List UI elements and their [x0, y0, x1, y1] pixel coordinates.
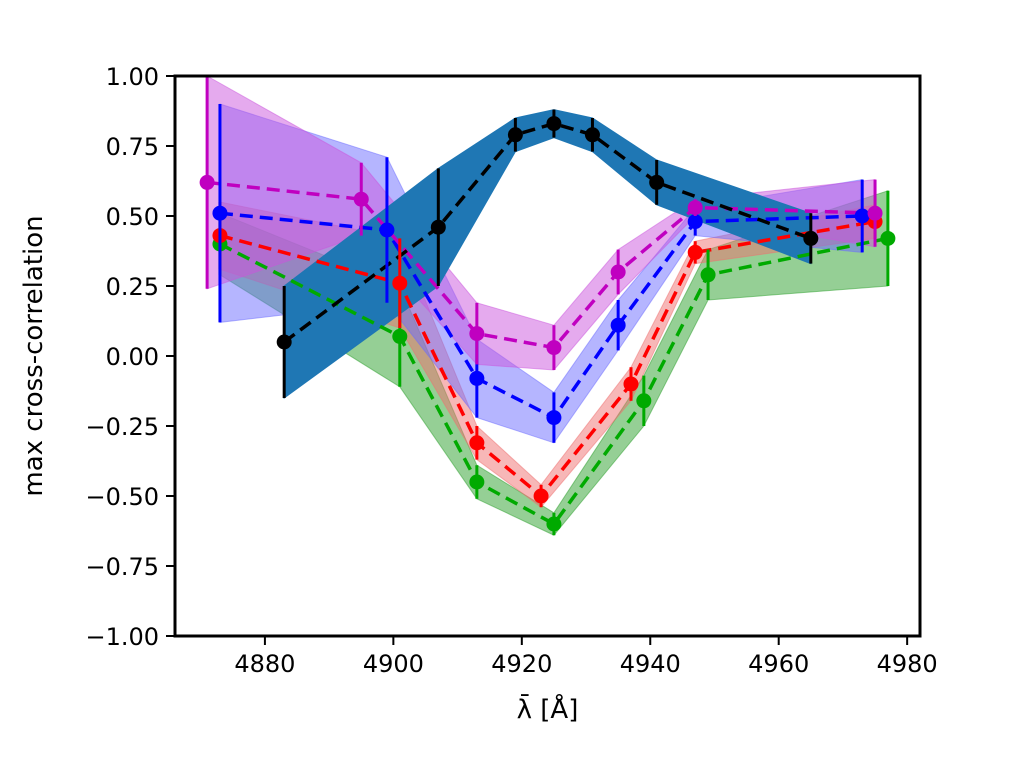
series-4-point — [507, 127, 523, 143]
x-tick-label: 4920 — [491, 650, 552, 678]
series-0-point — [392, 328, 408, 344]
series-2-point — [687, 214, 703, 230]
y-tick-label: −0.75 — [85, 553, 159, 581]
series-2-point — [212, 205, 228, 221]
series-4-point — [584, 127, 600, 143]
series-1-point — [623, 376, 639, 392]
series-0-point — [700, 267, 716, 283]
x-axis-label: λ̄ [Å] — [517, 693, 579, 725]
x-tick-label: 4940 — [620, 650, 681, 678]
y-tick-label: 0.25 — [106, 273, 159, 301]
series-1-point — [687, 244, 703, 260]
series-2-point — [379, 222, 395, 238]
series-4-point — [276, 334, 292, 350]
y-axis: −1.00 −0.75 −0.50 −0.25 0.00 0.25 0.50 0.75 1.00 — [85, 63, 175, 651]
y-axis-label: max cross-correlation — [19, 215, 49, 496]
series-3-point — [610, 264, 626, 280]
x-tick-label: 4900 — [363, 650, 424, 678]
series-2-point — [854, 208, 870, 224]
series-2-point — [610, 317, 626, 333]
confidence-bands — [206, 75, 889, 536]
series-0-point — [469, 474, 485, 490]
series-2-point — [546, 410, 562, 426]
series-1-point — [469, 435, 485, 451]
series-3-point — [546, 340, 562, 356]
x-tick-label: 4880 — [234, 650, 295, 678]
y-tick-label: 0.50 — [106, 203, 159, 231]
series-1-point — [533, 488, 549, 504]
series-4-point — [546, 116, 562, 132]
series-3-point — [353, 191, 369, 207]
series-3-point — [469, 326, 485, 342]
y-tick-label: −0.25 — [85, 413, 159, 441]
series-points — [199, 76, 896, 536]
series-1-point — [392, 275, 408, 291]
series-3-point — [867, 205, 883, 221]
series-0-point — [546, 516, 562, 532]
y-tick-label: 0.75 — [106, 133, 159, 161]
x-tick-label: 4960 — [748, 650, 809, 678]
x-tick-label: 4980 — [877, 650, 938, 678]
series-0-point — [636, 393, 652, 409]
series-0-point — [880, 230, 896, 246]
x-axis: 4880 4900 4920 4940 4960 4980 — [234, 636, 938, 678]
series-3-point — [687, 200, 703, 216]
series-2-point — [469, 370, 485, 386]
y-tick-label: −1.00 — [85, 623, 159, 651]
series-4-point — [430, 219, 446, 235]
series-4-point — [803, 230, 819, 246]
series-4-point — [649, 174, 665, 190]
y-tick-label: −0.50 — [85, 483, 159, 511]
series-3-point — [199, 174, 215, 190]
y-tick-label: 1.00 — [106, 63, 159, 91]
y-tick-label: 0.00 — [106, 343, 159, 371]
